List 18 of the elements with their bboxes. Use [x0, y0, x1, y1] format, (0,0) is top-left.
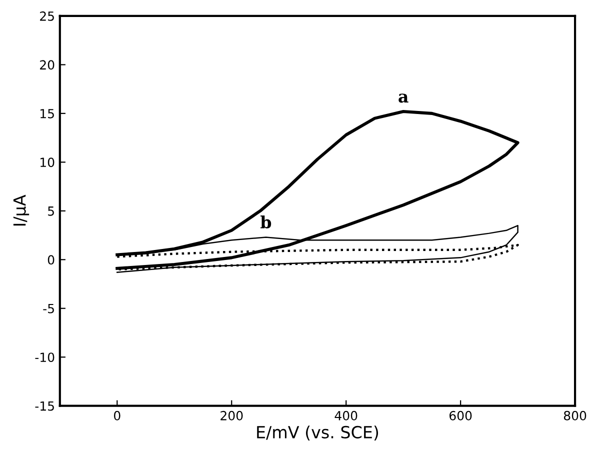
- x-tick-label: 0: [114, 410, 120, 420]
- y-tick-label: -5: [43, 304, 54, 314]
- y-tick-label: 20: [40, 60, 54, 70]
- y-axis-title: I/μA: [13, 194, 30, 226]
- y-tick-label: 15: [40, 109, 54, 118]
- y-tick-label: 0: [48, 255, 54, 265]
- series-label: b: [260, 216, 272, 228]
- x-tick-label: 800: [564, 410, 586, 420]
- series-label: a: [398, 94, 408, 103]
- y-tick-label: -15: [35, 401, 54, 411]
- x-tick-label: 600: [450, 410, 472, 420]
- y-tick-label: 10: [40, 158, 54, 168]
- y-tick-label: 5: [48, 206, 54, 216]
- x-tick-label: 400: [334, 410, 358, 420]
- y-tick-label: -10: [35, 352, 54, 362]
- x-axis-title: E/mV (vs. SCE): [257, 426, 378, 440]
- y-tick-label: 25: [40, 11, 54, 21]
- x-tick-label: 200: [220, 410, 243, 420]
